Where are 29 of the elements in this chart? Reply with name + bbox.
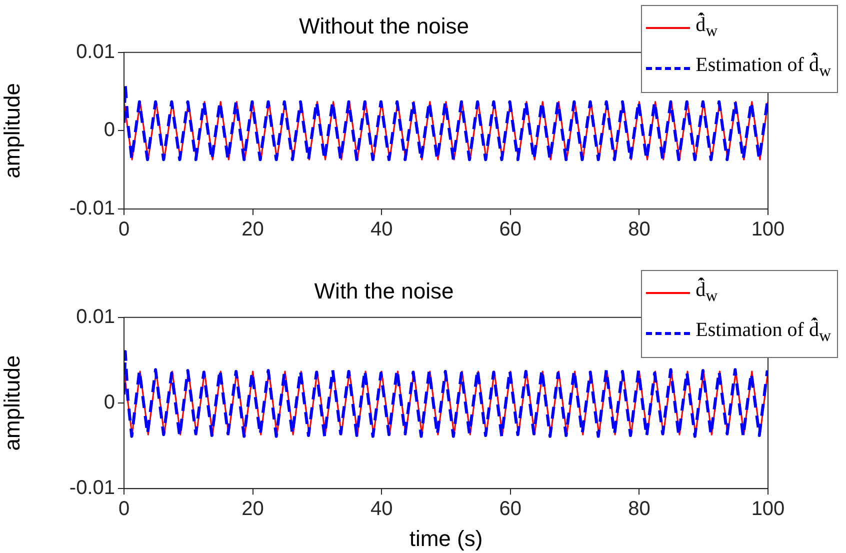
x-tick-label: 20 (242, 498, 264, 520)
x-tick-label: 0 (118, 218, 130, 241)
x-tick-label: 40 (370, 498, 393, 520)
x-tick-label: 80 (628, 218, 650, 241)
x-tick-label: 60 (499, 218, 522, 241)
x-tick-label: 0 (118, 498, 130, 520)
x-tick-label: 40 (370, 218, 393, 241)
x-tick-label: 60 (499, 498, 522, 520)
y-tick-label: -0.01 (69, 198, 115, 220)
chart-title: Without the noise (299, 13, 469, 38)
y-tick-label: 0.01 (76, 40, 115, 63)
y-axis-title: amplitude (0, 355, 24, 451)
x-tick-label: 20 (242, 218, 264, 241)
legend-label: Estimation of d̂̇$_{w}$ (696, 316, 831, 347)
legend-label: d̂̇$_{w}$ (696, 12, 718, 42)
y-axis-title: amplitude (0, 83, 24, 178)
y-tick-label: 0 (104, 119, 115, 142)
y-tick-label: 0 (104, 392, 115, 414)
legend-label: d̂̇$_{w}$ (696, 276, 718, 307)
y-tick-label: 0.01 (76, 306, 115, 328)
y-tick-label: -0.01 (69, 477, 115, 500)
x-tick-label: 100 (751, 218, 785, 241)
x-axis-title: time (s) (409, 526, 483, 551)
chart-title: With the noise (314, 278, 454, 304)
legend-label: Estimation of d̂̇$_{w}$ (696, 52, 831, 82)
x-tick-label: 100 (751, 498, 785, 520)
x-tick-label: 80 (628, 498, 650, 520)
line-series (124, 350, 768, 438)
line-series (124, 83, 768, 162)
